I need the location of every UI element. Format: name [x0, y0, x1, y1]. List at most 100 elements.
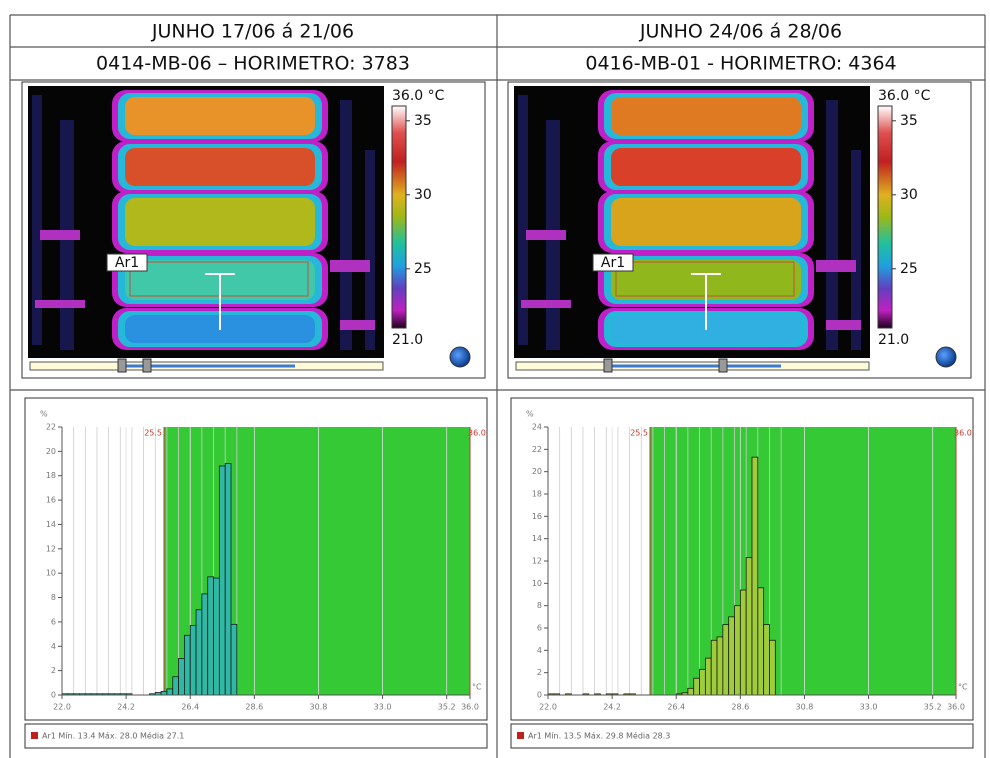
- page: JUNHO 17/06 á 21/06 JUNHO 24/06 á 28/06 …: [0, 0, 990, 758]
- slider-handle: [118, 359, 126, 372]
- y-tick-label: 8: [51, 593, 56, 602]
- bar: [694, 678, 700, 695]
- x-tick-label: 28.6: [245, 703, 263, 712]
- globe-icon: [936, 347, 956, 367]
- header-period: JUNHO 17/06 á 21/06: [151, 21, 354, 43]
- x-tick-label: 36.0: [461, 703, 479, 712]
- x-tick-label: 26.4: [181, 703, 199, 712]
- band-core: [611, 97, 801, 135]
- bar: [214, 578, 220, 695]
- x-tick-label: 22.0: [53, 703, 71, 712]
- header-equipment: 0416-MB-01 - HORIMETRO: 4364: [585, 53, 896, 75]
- scale-tick-label: 35: [900, 113, 918, 129]
- bar: [167, 689, 173, 695]
- y-tick-label: 22: [46, 423, 56, 432]
- x-tick-label: 36.0: [947, 703, 965, 712]
- y-tick-label: 20: [532, 467, 542, 476]
- y-tick-label: 2: [51, 666, 56, 675]
- bar: [705, 658, 711, 695]
- scale-tick-label: 25: [900, 261, 918, 277]
- x-tick-label: 24.2: [117, 703, 135, 712]
- y-tick-label: 12: [532, 557, 542, 566]
- bar: [688, 688, 694, 695]
- scale-tick-label: 30: [900, 187, 918, 203]
- bar: [746, 558, 752, 695]
- bar: [752, 457, 758, 695]
- bar: [219, 466, 225, 695]
- y-tick-label: 18: [46, 471, 56, 480]
- x-tick-label: 28.6: [731, 703, 749, 712]
- threshold-label: 36.0: [954, 429, 972, 438]
- bar: [208, 577, 214, 695]
- legend-swatch: [31, 732, 38, 739]
- scale-min: 21.0: [392, 332, 423, 348]
- bar: [711, 640, 717, 695]
- y-tick-label: 14: [46, 520, 56, 529]
- structure: [35, 300, 85, 308]
- structure: [826, 100, 838, 350]
- x-tick-label: 30.8: [310, 703, 328, 712]
- bar: [740, 590, 746, 695]
- x-tick-label: 22.0: [539, 703, 557, 712]
- x-tick-label: 30.8: [796, 703, 814, 712]
- y-tick-label: 24: [532, 423, 542, 432]
- x-axis-label: °C: [472, 683, 482, 692]
- y-tick-label: 0: [51, 691, 56, 700]
- bar: [161, 691, 167, 695]
- x-tick-label: 33.0: [374, 703, 392, 712]
- header-period: JUNHO 24/06 á 28/06: [639, 21, 842, 43]
- y-tick-label: 0: [537, 691, 542, 700]
- y-tick-label: 2: [537, 668, 542, 677]
- bar: [723, 625, 729, 695]
- scale-max: 36.0 °C: [392, 88, 445, 104]
- color-scale: [392, 106, 406, 328]
- x-tick-label: 26.4: [667, 703, 685, 712]
- legend-swatch: [517, 732, 524, 739]
- bar: [231, 624, 237, 695]
- y-tick-label: 10: [532, 579, 542, 588]
- bar: [729, 617, 735, 695]
- bar: [196, 610, 202, 695]
- bar: [758, 588, 764, 695]
- x-tick-label: 35.2: [438, 703, 456, 712]
- highlight-region: [650, 427, 956, 695]
- scale-tick-label: 30: [414, 187, 432, 203]
- band-core: [611, 198, 801, 246]
- x-tick-label: 33.0: [860, 703, 878, 712]
- thermal-panel: Ar136.0 °C21.0353025: [508, 82, 971, 378]
- bar: [735, 606, 741, 695]
- scale-tick-label: 35: [414, 113, 432, 129]
- bar: [769, 640, 775, 695]
- y-tick-label: 6: [51, 617, 56, 626]
- slider-handle: [719, 359, 727, 372]
- bar: [190, 626, 196, 695]
- band-core: [125, 198, 315, 246]
- structure: [340, 100, 352, 350]
- bar: [184, 635, 190, 695]
- bar: [225, 464, 231, 695]
- x-axis-label: °C: [958, 683, 968, 692]
- x-tick-label: 35.2: [924, 703, 942, 712]
- threshold-label: 25.5: [144, 429, 162, 438]
- band-core: [125, 148, 315, 186]
- scale-min: 21.0: [878, 332, 909, 348]
- y-tick-label: 4: [51, 642, 56, 651]
- y-tick-label: 8: [537, 601, 542, 610]
- structure: [330, 260, 370, 272]
- structure: [526, 230, 566, 240]
- header-equipment: 0414-MB-06 – HORIMETRO: 3783: [96, 53, 410, 75]
- area-label: Ar1: [601, 255, 625, 271]
- bar: [179, 658, 185, 695]
- legend-text: Ar1 Mín. 13.5 Máx. 29.8 Média 28.3: [528, 731, 670, 741]
- y-tick-label: 10: [46, 569, 56, 578]
- slider-handle: [604, 359, 612, 372]
- y-axis-label: %: [526, 410, 534, 419]
- scale-tick-label: 25: [414, 261, 432, 277]
- y-tick-label: 18: [532, 490, 542, 499]
- bar: [173, 677, 179, 695]
- structure: [40, 230, 80, 240]
- band-core: [125, 97, 315, 135]
